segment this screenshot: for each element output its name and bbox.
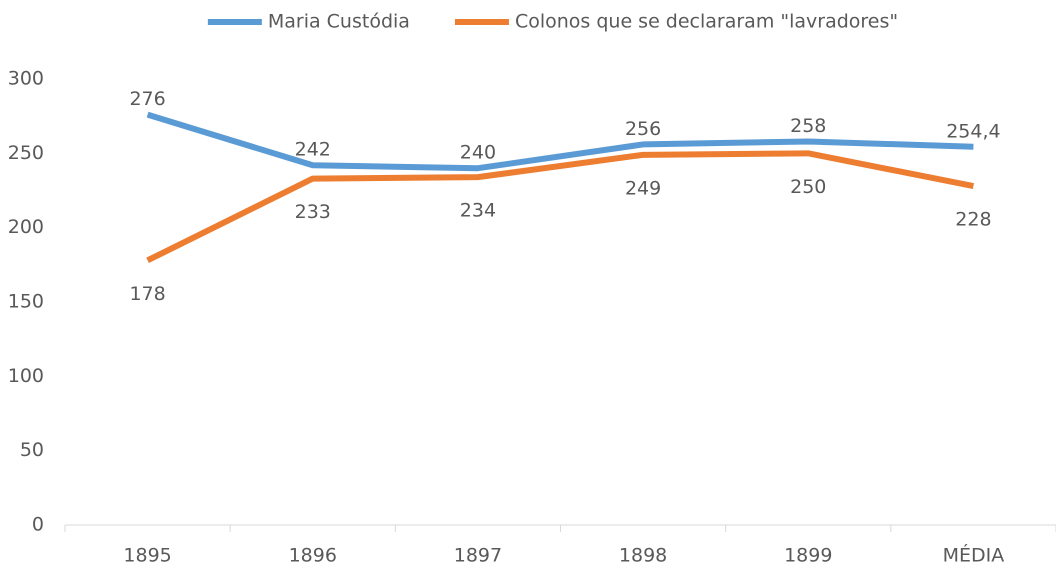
x-tick-label: 1899 — [784, 545, 832, 567]
series-line — [146, 150, 974, 264]
y-tick-label: 100 — [8, 365, 44, 387]
x-tick-label: 1895 — [123, 545, 171, 567]
series-line — [146, 111, 974, 172]
y-tick-label: 50 — [20, 439, 44, 461]
data-label: 254,4 — [946, 120, 1000, 142]
legend-item: Maria Custódia — [207, 11, 410, 33]
data-label: 258 — [790, 115, 826, 137]
legend-label: Maria Custódia — [268, 11, 410, 33]
x-tick-label: 1898 — [619, 545, 667, 567]
legend-label: Colonos que se declararam "lavradores" — [515, 11, 898, 33]
data-label: 242 — [295, 139, 331, 161]
x-tick-label: MÉDIA — [943, 544, 1005, 567]
data-label: 240 — [460, 142, 496, 164]
data-label: 178 — [129, 283, 165, 305]
data-label: 234 — [460, 200, 496, 222]
y-tick-label: 300 — [8, 68, 44, 90]
y-tick-label: 200 — [8, 216, 44, 238]
legend-item: Colonos que se declararam "lavradores" — [454, 11, 898, 33]
data-label: 249 — [625, 177, 661, 199]
data-label: 276 — [129, 88, 165, 110]
data-label: 256 — [625, 118, 661, 140]
x-tick-label: 1896 — [289, 545, 337, 567]
y-tick-label: 0 — [32, 514, 44, 536]
y-tick-label: 250 — [8, 142, 44, 164]
x-tick-label: 1897 — [454, 545, 502, 567]
y-tick-label: 150 — [8, 291, 44, 313]
data-label: 250 — [790, 176, 826, 198]
data-label: 228 — [955, 209, 991, 231]
data-label: 233 — [295, 201, 331, 223]
